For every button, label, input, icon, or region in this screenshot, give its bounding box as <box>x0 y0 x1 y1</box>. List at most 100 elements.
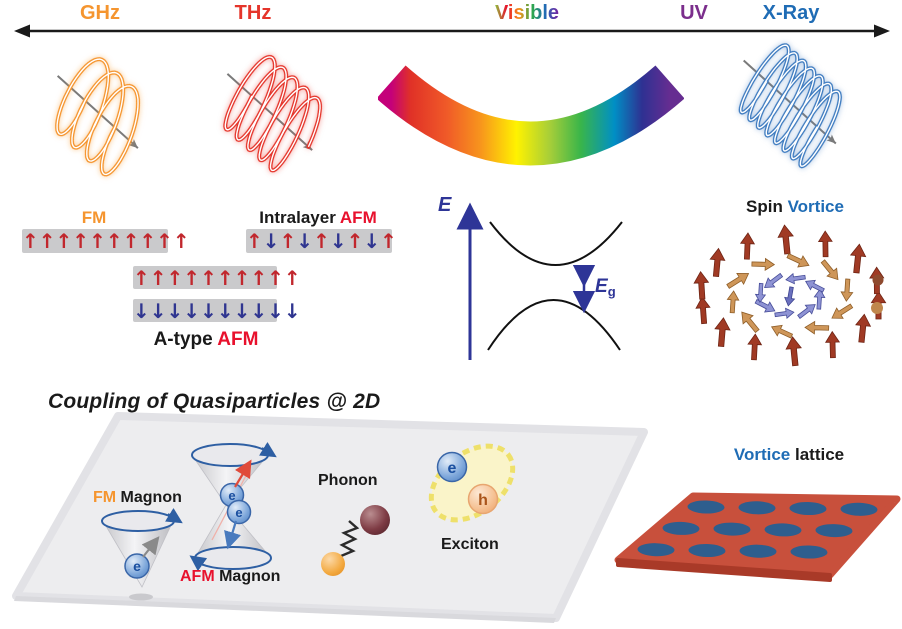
spin-down-arrow: ↓ <box>267 298 284 323</box>
vortex-spin-arrow <box>739 232 756 260</box>
spin-up-arrow: ↑ <box>279 229 297 253</box>
spin-up-arrow: ↑ <box>380 229 397 253</box>
a-type-afm-label: A-type AFM <box>154 329 259 351</box>
exciton-illustration: e h <box>428 443 516 523</box>
spin-down-arrow: ↓ <box>250 298 268 323</box>
spin-up-arrow: ↑ <box>156 229 173 253</box>
spin-up-arrow: ↑ <box>216 265 234 290</box>
vortex-spin-arrow <box>754 298 776 313</box>
vortex-spin-arrow <box>849 243 867 274</box>
ghz-wave-icon <box>55 57 141 177</box>
vortex-spin-dot <box>872 274 884 286</box>
a-type-label-prefix: A-type <box>153 329 218 350</box>
fm-spin-chain: ↑ ↑ ↑ ↑ ↑ ↑ ↑ ↑ ↑ ↑ <box>22 229 190 253</box>
quasiparticle-panel-title: Coupling of Quasiparticles @ 2D <box>48 390 381 413</box>
a-type-afm-spin-chain-top: ↑ ↑ ↑ ↑ ↑ ↑ ↑ ↑ ↑ ↑ <box>133 265 301 290</box>
band-label-uv: UV <box>680 2 708 24</box>
spin-up-arrow: ↑ <box>89 229 106 253</box>
spin-up-arrow: ↑ <box>267 265 284 290</box>
spin-down-arrow: ↓ <box>262 229 280 253</box>
spin-vortex-illustration <box>693 224 887 367</box>
vortex-spin-arrow <box>784 286 796 307</box>
spin-down-arrow: ↓ <box>133 298 150 323</box>
lattice-vortex-dot <box>739 544 777 558</box>
vortex-spin-arrow <box>693 270 710 300</box>
spin-vortex-label: Spin Vortice <box>746 197 844 217</box>
spin-up-arrow: ↑ <box>38 229 56 253</box>
xray-wave-icon <box>738 43 842 169</box>
spin-up-arrow: ↑ <box>250 265 268 290</box>
vortice-lattice-label-rest: lattice <box>790 445 845 464</box>
afm-magnon-label: AFM Magnon <box>180 568 280 586</box>
vortex-spin-arrow <box>786 253 810 268</box>
phonon-atom-heavy <box>360 505 390 535</box>
vortex-spin-arrow <box>770 324 794 339</box>
fm-magnon-electron-symbol: e <box>133 558 141 574</box>
axis-arrowhead-left <box>14 24 30 38</box>
vortex-spin-arrow <box>709 247 726 278</box>
valence-band-curve <box>487 299 621 351</box>
lattice-vortex-dot <box>840 502 878 516</box>
spin-down-arrow: ↓ <box>183 298 201 323</box>
band-label-ghz: GHz <box>80 2 120 24</box>
vortex-spin-arrow <box>805 279 825 293</box>
vortex-spin-dot <box>871 302 883 314</box>
vortex-spin-arrow <box>726 272 750 289</box>
energy-axis-label: E <box>438 194 452 216</box>
intralayer-afm-spin-chain: ↑ ↓ ↑ ↓ ↑ ↓ ↑ ↓ ↑ <box>246 229 397 253</box>
spin-up-arrow: ↑ <box>346 229 364 253</box>
band-label-thz: THz <box>234 2 272 24</box>
vortex-spin-arrow <box>774 307 795 319</box>
afm-magnon-label-accent: AFM <box>180 568 215 585</box>
spin-down-arrow: ↓ <box>149 298 167 323</box>
lattice-vortex-dot <box>738 501 776 515</box>
lattice-vortex-dot <box>815 524 853 538</box>
exciton-hole-symbol: h <box>478 492 488 509</box>
vortex-spin-arrow <box>726 290 740 314</box>
afm-magnon-label-rest: Magnon <box>214 568 281 585</box>
vortex-spin-arrow <box>785 336 802 367</box>
afm-magnon-electron-symbol-top: e <box>228 488 235 503</box>
band-label-xray: X-Ray <box>762 2 820 24</box>
intralayer-afm-label-prefix: Intralayer <box>259 208 340 227</box>
band-structure-diagram <box>456 202 623 360</box>
intralayer-afm-label: Intralayer AFM <box>259 208 376 228</box>
vortex-spin-arrow <box>831 303 854 319</box>
spin-down-arrow: ↓ <box>166 298 184 323</box>
spin-up-arrow: ↑ <box>22 229 39 253</box>
vortex-spin-arrow <box>813 288 826 310</box>
vortex-spin-arrow <box>855 313 872 343</box>
lattice-vortex-dot <box>662 521 700 535</box>
lattice-vortex-dot <box>789 501 827 516</box>
vortex-spin-arrow <box>824 330 841 359</box>
spin-up-arrow: ↑ <box>283 265 301 290</box>
intralayer-afm-label-accent: AFM <box>339 208 377 227</box>
vortice-lattice-label-accent: Vortice <box>733 445 791 464</box>
lattice-vortex-dot <box>713 522 751 536</box>
a-type-label-accent: AFM <box>217 329 259 350</box>
spin-up-arrow: ↑ <box>200 265 217 290</box>
spin-up-arrow: ↑ <box>233 265 251 290</box>
fm-label: FM <box>81 208 107 227</box>
spin-vortex-label-accent: Vortice <box>787 197 844 216</box>
spin-down-arrow: ↓ <box>329 229 347 253</box>
spin-up-arrow: ↑ <box>172 229 190 253</box>
2d-sheet-edge <box>14 596 556 623</box>
spin-up-arrow: ↑ <box>122 229 140 253</box>
spin-up-arrow: ↑ <box>183 265 201 290</box>
vortex-spin-arrow <box>764 272 784 288</box>
thz-wave-icon <box>223 54 323 173</box>
lattice-vortex-dot <box>790 545 828 559</box>
spin-up-arrow: ↑ <box>149 265 167 290</box>
afm-magnon-electron-symbol-bottom: e <box>235 505 242 520</box>
lattice-vortex-dot <box>637 543 675 557</box>
spin-up-arrow: ↑ <box>313 229 330 253</box>
vortex-spin-arrow <box>714 317 731 348</box>
visible-spectrum-band <box>378 65 684 166</box>
vortex-spin-arrow <box>747 333 763 361</box>
vortex-spin-arrow <box>804 320 830 335</box>
fm-magnon-label-rest: Magnon <box>116 489 182 506</box>
lattice-vortex-dot <box>764 523 802 537</box>
band-gap-subscript: g <box>607 284 616 299</box>
